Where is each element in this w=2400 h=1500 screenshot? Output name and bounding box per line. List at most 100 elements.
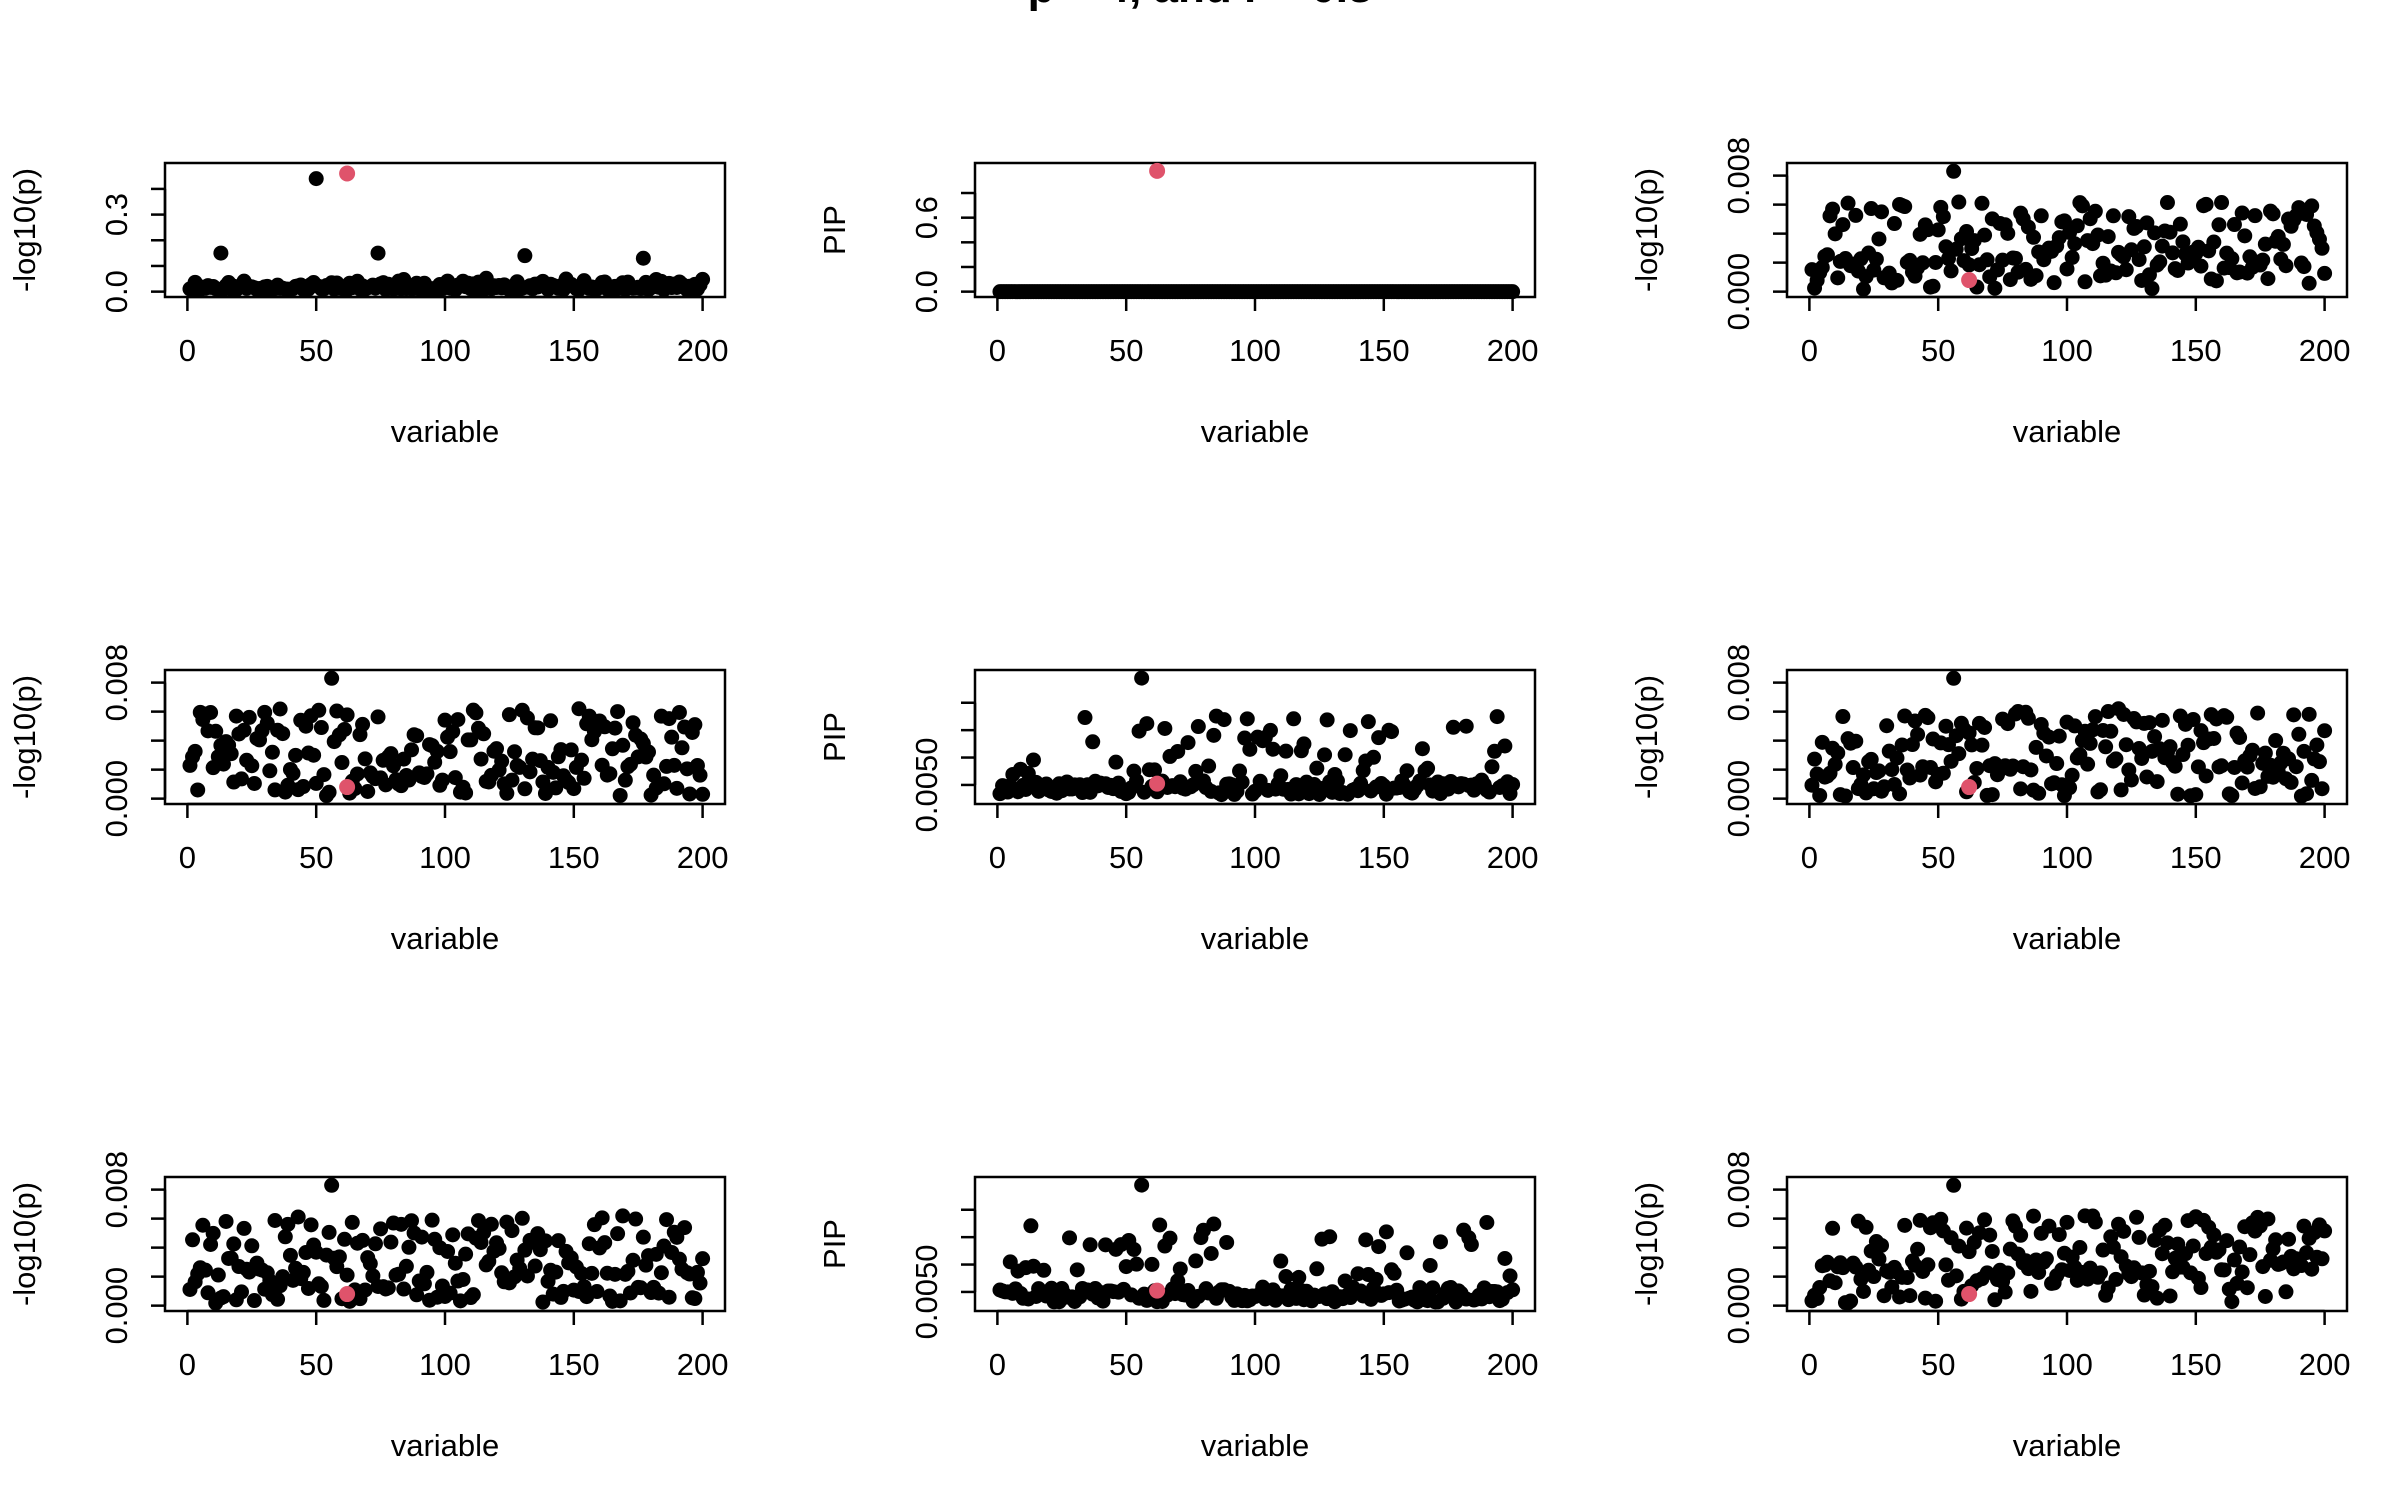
data-point <box>2314 1251 2330 1267</box>
x-tick-label: 200 <box>677 840 729 875</box>
x-axis: 0 50 100 150 200 <box>179 802 729 875</box>
y-axis-title: -log10(p) <box>1629 675 1664 799</box>
x-tick-label: 200 <box>2299 1347 2351 1382</box>
data-point <box>1368 1271 1384 1287</box>
data-point <box>2162 1288 2178 1304</box>
data-point <box>1278 1269 1294 1285</box>
data-point <box>1329 773 1345 789</box>
data-point <box>1910 1241 1926 1257</box>
data-point <box>543 713 559 729</box>
data-point <box>1237 730 1253 746</box>
y-tick-label: 0.008 <box>99 644 134 722</box>
data-point <box>295 779 311 795</box>
data-point <box>2162 739 2178 755</box>
x-tick-label: 150 <box>548 1347 600 1382</box>
data-point <box>1948 1268 1964 1284</box>
x-tick-label: 50 <box>299 1347 333 1382</box>
data-point <box>687 1291 703 1307</box>
data-point <box>2118 737 2134 753</box>
data-point <box>1837 788 1853 804</box>
data-point <box>290 1209 306 1225</box>
data-point <box>324 670 340 686</box>
data-point <box>2100 229 2116 245</box>
data-point <box>288 747 304 763</box>
data-point <box>2098 739 2114 755</box>
data-point <box>401 1239 417 1255</box>
data-point <box>2288 759 2304 775</box>
data-point <box>1463 1237 1479 1253</box>
data-point <box>2286 707 2302 723</box>
x-tick-label: 0 <box>989 1347 1006 1382</box>
data-point <box>2314 781 2330 797</box>
x-tick-label: 50 <box>1921 840 1955 875</box>
data-point <box>674 740 690 756</box>
data-point <box>695 786 711 802</box>
data-point <box>2175 234 2191 250</box>
y-axis: 0.000 0.008 <box>1721 644 1789 837</box>
data-point <box>1371 730 1387 746</box>
data-point <box>2136 239 2152 255</box>
data-point <box>2028 739 2044 755</box>
data-point <box>373 1221 389 1237</box>
data-point <box>1974 737 1990 753</box>
data-point <box>396 1281 412 1297</box>
data-point <box>1866 1269 1882 1285</box>
data-point <box>429 743 445 759</box>
data-point <box>635 1229 651 1245</box>
data-point <box>355 716 371 732</box>
data-points <box>992 1177 1521 1310</box>
data-point <box>2268 1232 2284 1248</box>
data-point <box>695 1251 711 1267</box>
data-point <box>2038 748 2054 764</box>
data-point <box>463 732 479 748</box>
data-point <box>1982 1227 1998 1243</box>
data-point <box>419 766 435 782</box>
data-point <box>295 1264 311 1280</box>
data-point <box>2108 1271 2124 1287</box>
data-point <box>355 1232 371 1248</box>
data-point <box>2147 729 2163 745</box>
data-point <box>2317 1223 2333 1239</box>
data-point <box>442 744 458 760</box>
data-point <box>2162 224 2178 240</box>
data-point <box>483 1216 499 1232</box>
data-point <box>504 1223 520 1239</box>
data-point <box>1273 768 1289 784</box>
data-point <box>1265 741 1281 757</box>
data-point <box>615 1208 631 1224</box>
data-point <box>473 751 489 767</box>
x-axis: 0 50 100 150 200 <box>1801 295 2350 368</box>
data-point <box>1819 247 1835 263</box>
data-point <box>1273 1253 1289 1269</box>
data-point <box>2283 774 2299 790</box>
data-point <box>2007 250 2023 266</box>
data-point <box>362 1256 378 1272</box>
data-point <box>2278 258 2294 274</box>
data-point <box>2296 259 2312 275</box>
data-point <box>1899 1270 1915 1286</box>
data-point <box>2206 234 2222 250</box>
x-axis-title: variable <box>1201 414 1310 449</box>
data-point <box>1144 1256 1160 1272</box>
data-point <box>1946 670 1962 686</box>
data-point <box>2113 782 2129 798</box>
data-point <box>1203 1246 1219 1262</box>
y-tick-label: 0.000 <box>99 1267 134 1345</box>
data-point <box>1915 255 1931 271</box>
data-point <box>1497 1250 1513 1266</box>
data-point <box>602 766 618 782</box>
data-point <box>2250 705 2266 721</box>
x-tick-label: 150 <box>2170 840 2222 875</box>
x-tick-label: 200 <box>1487 1347 1539 1382</box>
data-point <box>682 786 698 802</box>
data-point <box>1897 1217 1913 1233</box>
data-point <box>1902 1288 1918 1304</box>
data-point <box>2296 743 2312 759</box>
data-point <box>1871 231 1887 247</box>
data-point <box>1134 1177 1150 1193</box>
panel-grid: 0 50 100 150 200 variable 0.0 0.3 -log10(p) 0 50 10… <box>7 137 2350 1463</box>
data-point <box>2000 1265 2016 1281</box>
data-point <box>617 772 633 788</box>
data-point <box>548 780 564 796</box>
data-point <box>527 1258 543 1274</box>
